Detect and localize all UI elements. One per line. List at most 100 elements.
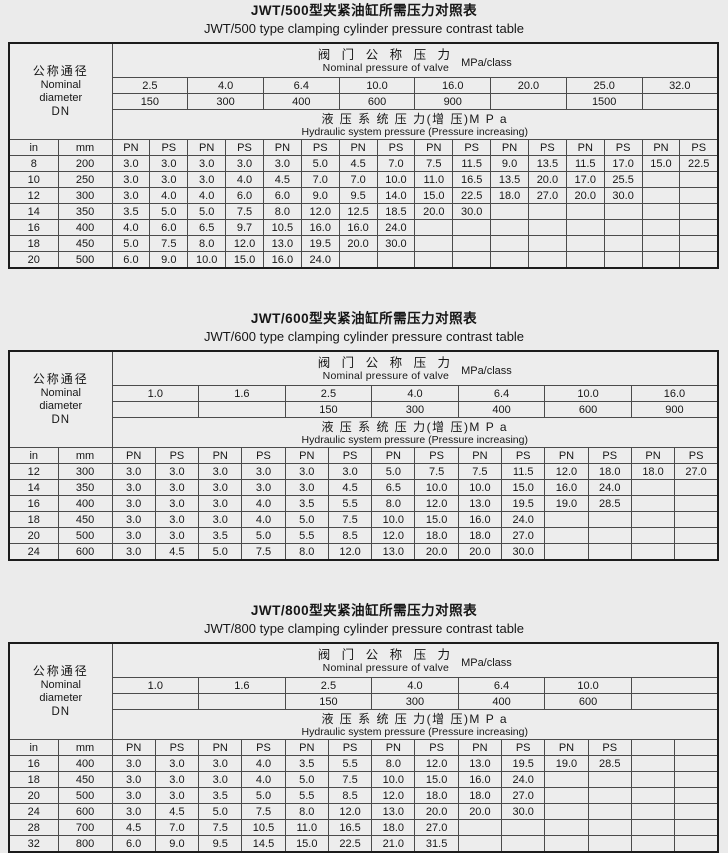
pressure-value-cell: 30.0: [603, 187, 643, 204]
pressure-value-cell: [641, 235, 681, 252]
col-header-mm: mm: [57, 739, 113, 756]
row-diameter-in: 10: [8, 171, 59, 188]
pressure-value-cell: 7.0: [338, 171, 378, 188]
valve-pressure-label-cn: 阀 门 公 称 压 力: [317, 355, 455, 370]
pressure-value-cell: 14.0: [376, 187, 416, 204]
pressure-value-cell: [674, 771, 719, 788]
pressure-value-cell: 5.0: [300, 155, 340, 172]
pressure-value-cell: 12.0: [327, 803, 373, 820]
mpa-value-cell: 16.0: [630, 385, 719, 402]
row-diameter-mm: 300: [57, 187, 113, 204]
pressure-value-cell: 17.0: [565, 171, 605, 188]
pressure-value-cell: 3.0: [154, 463, 200, 480]
row-diameter-mm: 450: [57, 235, 113, 252]
col-header-pn: PN: [262, 139, 302, 156]
pressure-value-cell: 5.0: [187, 203, 227, 220]
class-value-cell: 600: [544, 401, 632, 418]
pressure-value-cell: 19.5: [300, 235, 340, 252]
pressure-value-cell: 4.0: [187, 187, 227, 204]
row-diameter-mm: 250: [57, 171, 113, 188]
valve-pressure-header: 阀 门 公 称 压 力 Nominal pressure of valve MPa/…: [111, 642, 719, 678]
pressure-value-cell: [674, 787, 719, 804]
pressure-value-cell: 16.0: [262, 251, 302, 269]
pressure-value-cell: 12.0: [225, 235, 264, 252]
col-header-ps: PS: [501, 447, 546, 464]
mpa-value-cell: 10.0: [544, 385, 632, 402]
pressure-value-cell: 6.0: [262, 187, 302, 204]
table-row: 10 250 3.0 3.0 3.0 4.0 4.5 7.0 7.0 10.0 11.0 16.5 13…: [8, 171, 719, 188]
pressure-value-cell: 15.0: [225, 251, 264, 269]
col-header-in: in: [8, 739, 59, 756]
mpa-value-cell: [630, 677, 719, 694]
pressure-value-cell: [490, 219, 529, 236]
pressure-value-cell: 6.0: [149, 219, 189, 236]
pressure-value-cell: [679, 171, 719, 188]
pressure-value-cell: 3.0: [149, 155, 189, 172]
pressure-value-cell: 11.0: [414, 171, 454, 188]
pressure-value-cell: 10.0: [457, 479, 503, 496]
pressure-value-cell: [527, 251, 567, 269]
mpa-value-cell: 2.5: [284, 385, 373, 402]
valve-pressure-lines: 阀 门 公 称 压 力 Nominal pressure of valve: [318, 356, 454, 382]
class-value-cell: 300: [371, 401, 459, 418]
pressure-value-cell: [527, 235, 567, 252]
pressure-value-cell: 16.0: [457, 771, 503, 788]
pressure-value-cell: 3.5: [198, 787, 243, 804]
col-header-ps: PS: [587, 447, 632, 464]
pressure-value-cell: [603, 251, 643, 269]
col-header-pn: PN: [371, 739, 416, 756]
pressure-value-cell: 3.0: [111, 479, 156, 496]
pressure-value-cell: 16.5: [452, 171, 492, 188]
pressure-value-cell: 16.5: [327, 819, 373, 836]
nominal-diameter-label-en: diameter: [39, 691, 83, 704]
pressure-value-cell: [674, 835, 719, 853]
pressure-value-cell: 4.5: [154, 543, 200, 561]
row-diameter-in: 16: [8, 219, 59, 236]
valve-pressure-unit-label: MPa/class: [461, 56, 512, 69]
pressure-value-cell: 4.5: [154, 803, 200, 820]
pressure-value-cell: 4.0: [241, 755, 286, 772]
class-value-cell: 600: [544, 693, 632, 710]
valve-pressure-label-cn: 阀 门 公 称 压 力: [317, 647, 455, 662]
table-row: 16 400 4.0 6.0 6.5 9.7 10.5 16.0 16.0 24.0: [8, 219, 719, 236]
col-header-pn: PN: [457, 739, 503, 756]
table-row: 8 200 3.0 3.0 3.0 3.0 3.0 5.0 4.5 7.0 7.5 11.5 9.0 13…: [8, 155, 719, 172]
nominal-diameter-label-cn: 公称通径: [32, 371, 89, 386]
pressure-value-cell: 3.0: [284, 479, 329, 496]
row-diameter-mm: 300: [57, 463, 113, 480]
pressure-value-cell: [587, 771, 632, 788]
nominal-diameter-label-en: Nominal: [40, 78, 81, 91]
pressure-value-cell: 12.0: [327, 543, 373, 561]
table-row: 14 350 3.5 5.0 5.0 7.5 8.0 12.0 12.5 18.5 20.0 30.0: [8, 203, 719, 220]
pressure-contrast-table-jwt600: 公称通径 Nominal diameter DN 阀 门 公 称 压 力 Nominal …: [8, 350, 719, 561]
class-value-cell: [111, 401, 200, 418]
pressure-value-cell: 27.0: [414, 819, 459, 836]
pressure-value-cell: [679, 251, 719, 269]
row-diameter-mm: 450: [57, 511, 113, 528]
pressure-value-cell: 24.0: [300, 251, 340, 269]
col-header-ps: PS: [225, 139, 264, 156]
pressure-value-cell: [544, 511, 589, 528]
hydraulic-pressure-label-en: Hydraulic system pressure (Pressure incr…: [301, 125, 528, 138]
pressure-value-cell: 9.0: [300, 187, 340, 204]
row-diameter-mm: 400: [57, 755, 113, 772]
pressure-value-cell: [630, 527, 676, 544]
pressure-value-cell: [565, 203, 605, 220]
pressure-value-cell: 8.0: [371, 755, 416, 772]
pressure-value-cell: 13.5: [490, 171, 529, 188]
nominal-diameter-label-dn: DN: [51, 105, 71, 118]
col-header-ps: PS: [452, 139, 492, 156]
hydraulic-pressure-label-cn: 液 压 系 统 压 力(增 压)M P a: [321, 419, 509, 434]
pressure-value-cell: 16.0: [457, 511, 503, 528]
class-value-cell: 150: [111, 93, 189, 110]
pressure-value-cell: 3.0: [187, 155, 227, 172]
class-value-cell: 600: [338, 93, 416, 110]
pressure-value-cell: 24.0: [587, 479, 632, 496]
pressure-value-cell: 24.0: [501, 511, 546, 528]
pressure-value-cell: [630, 543, 676, 561]
mpa-value-cell: 4.0: [371, 385, 459, 402]
pressure-value-cell: 15.0: [414, 511, 459, 528]
pressure-value-cell: 7.5: [241, 543, 286, 561]
col-header-pn: PN: [198, 739, 243, 756]
table-row: 32 800 6.0 9.0 9.5 14.5 15.0 22.5 21.0 31.5: [8, 835, 719, 853]
